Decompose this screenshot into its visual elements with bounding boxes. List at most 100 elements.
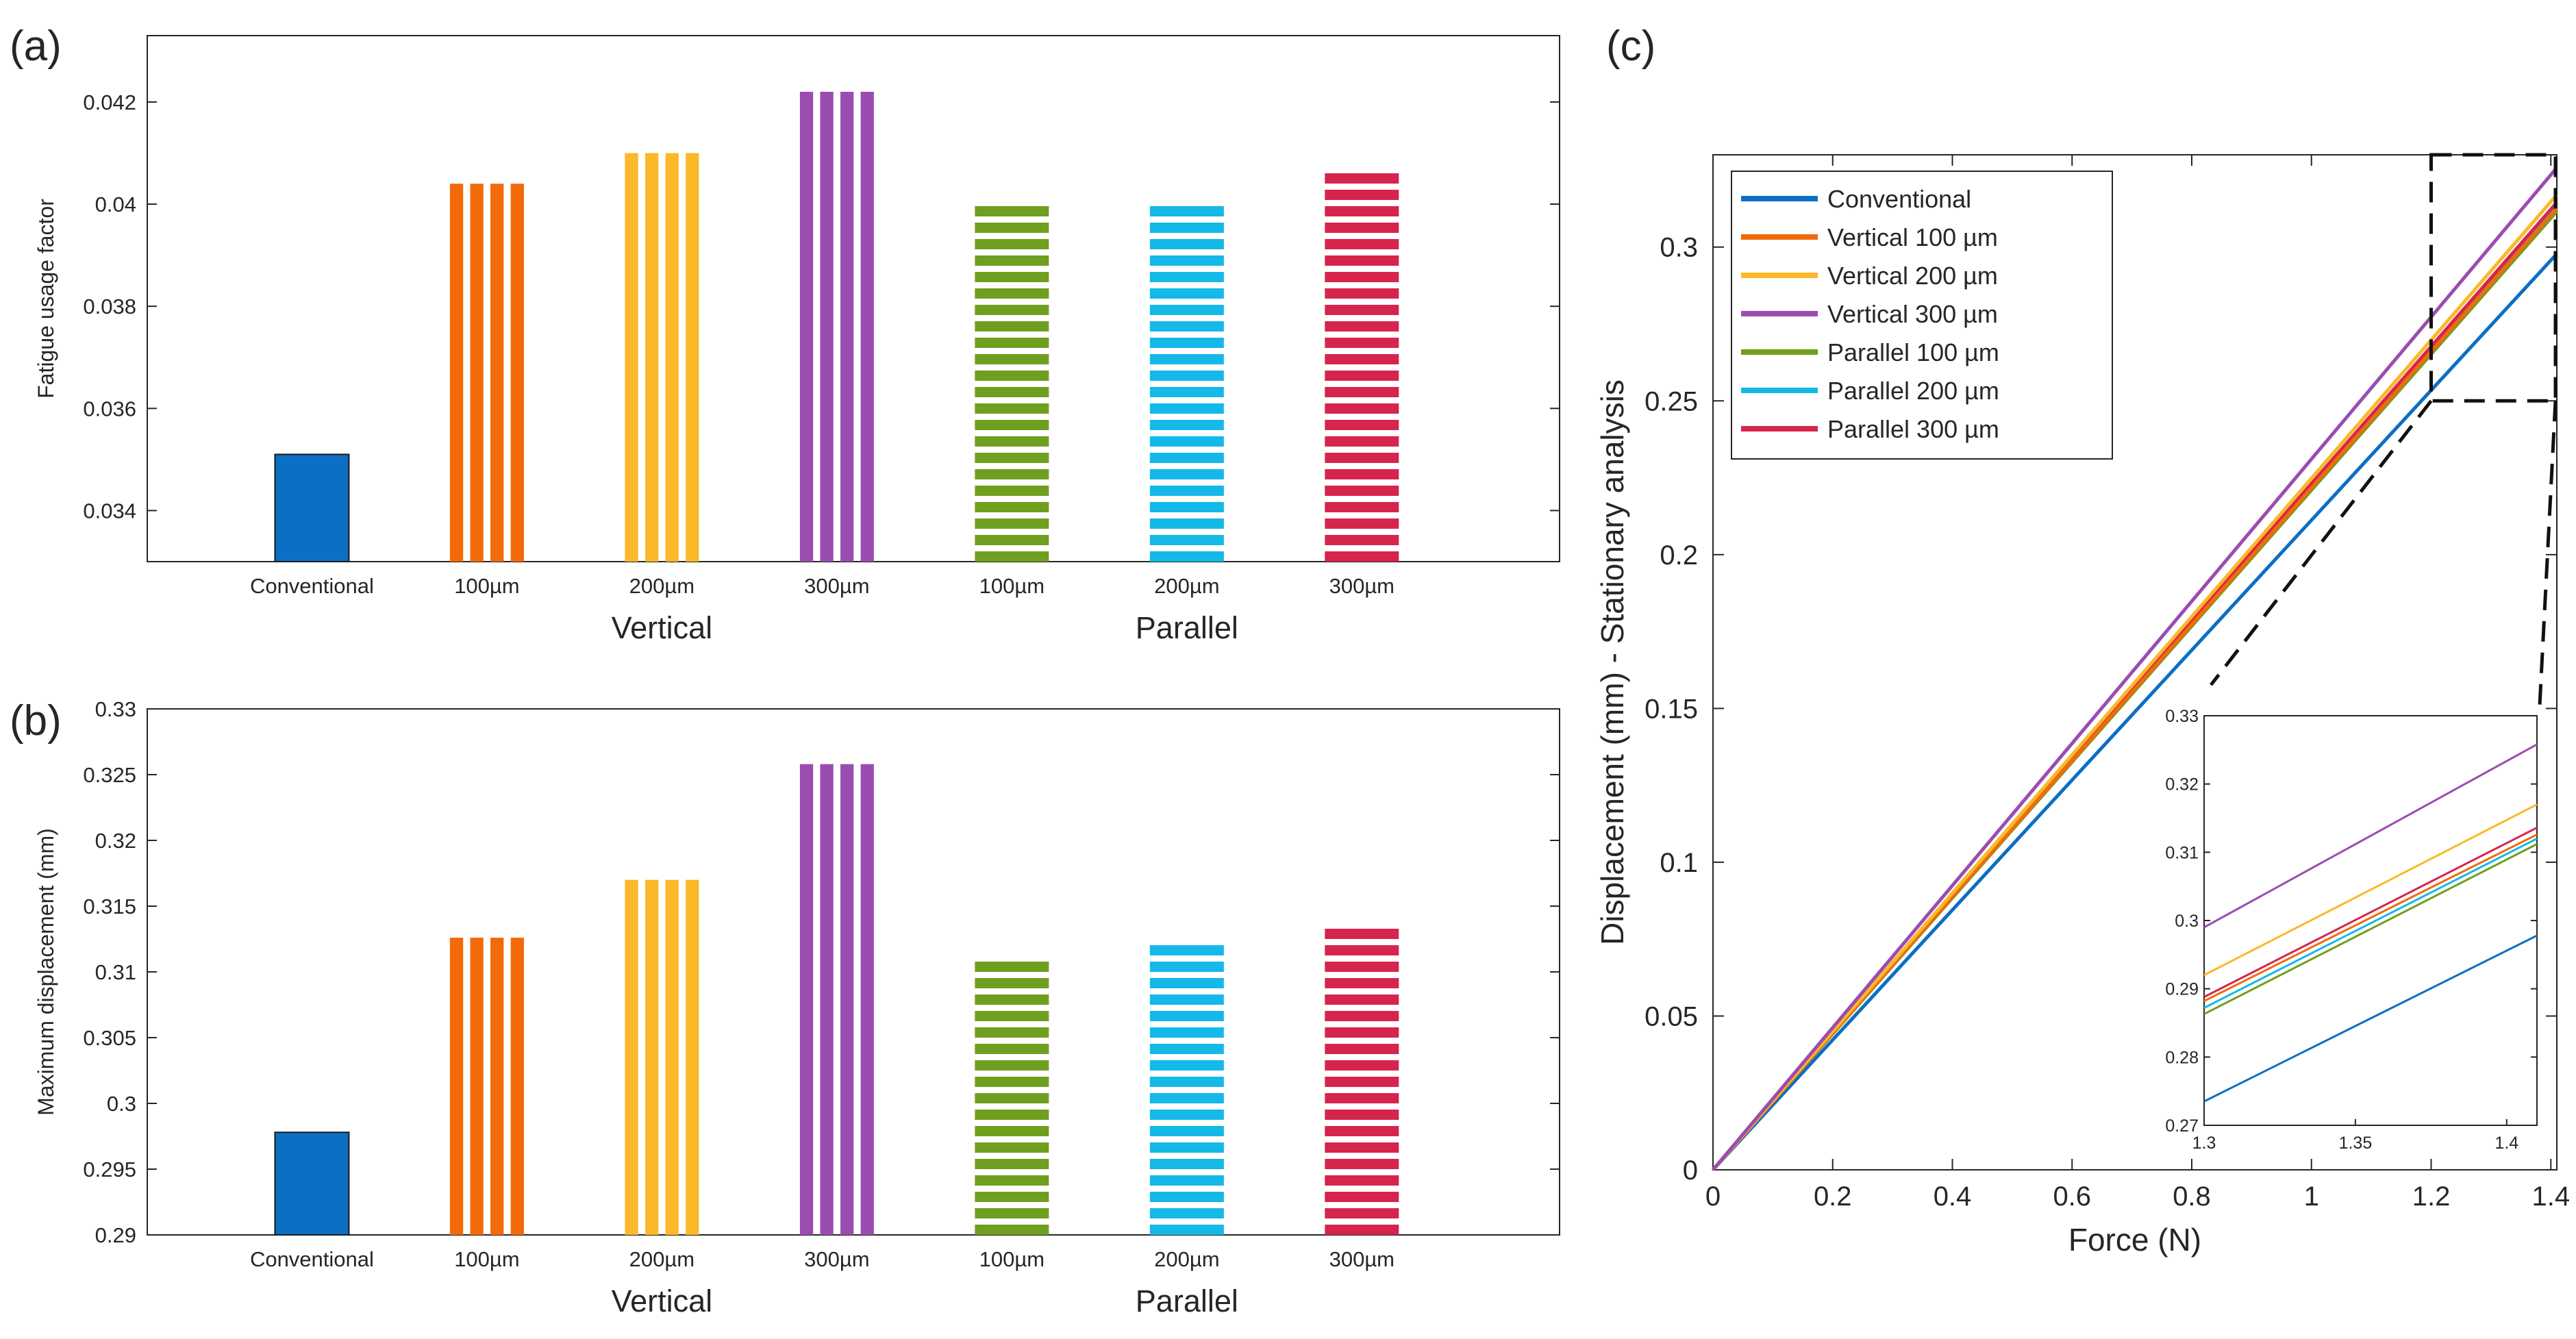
bar-stripe [1149, 305, 1224, 315]
bar-stripe [975, 1225, 1049, 1235]
y-tick-label: 0.3 [1660, 233, 1698, 263]
inset-frame [2203, 715, 2538, 1126]
bar-parallel-300um [1325, 173, 1399, 562]
panel-c-force-displacement-chart: 0 0.2 0.4 0.6 0.8 1 1.2 1.4 0 0.05 0.1 0.15 0.2 0.25 0… [1595, 23, 2570, 1257]
bar-stripe [975, 535, 1049, 545]
bar-stripe [975, 1077, 1049, 1087]
bar-stripe [1149, 288, 1224, 299]
bar-stripe [1325, 255, 1399, 266]
bar-stripe [975, 1027, 1049, 1038]
bar-stripe [799, 764, 814, 1235]
x-tick-label: 0.8 [2173, 1181, 2211, 1212]
bar-stripe [975, 486, 1049, 496]
legend-entry: Parallel 300 µm [1827, 415, 1999, 443]
bar-stripe [975, 1060, 1049, 1071]
y-tick-label: 0.3 [107, 1092, 136, 1116]
bar-stripe [1325, 173, 1399, 184]
x-tick-label: 0.2 [1814, 1181, 1852, 1212]
y-tick-label: 0.034 [83, 499, 136, 523]
x-tick-label: 0.6 [2053, 1181, 2091, 1212]
x-tick-label: Conventional [250, 574, 374, 598]
bar-stripe [1149, 321, 1224, 331]
x-tick-label: 0 [1705, 1181, 1721, 1212]
zoom-region-box [2429, 153, 2558, 403]
legend-entry: Vertical 100 µm [1827, 223, 1998, 251]
bar-conventional [274, 453, 350, 562]
bar-stripe [686, 153, 699, 562]
bar-fill [274, 453, 350, 562]
bar-stripe [1325, 206, 1399, 216]
bar-stripe [1149, 1126, 1224, 1136]
bar-stripe [1149, 1208, 1224, 1218]
bar-stripe [490, 184, 504, 562]
x-tick-label: 100µm [979, 574, 1045, 598]
bar-stripe [1325, 420, 1399, 430]
bar-stripe [1325, 1208, 1399, 1218]
bar-stripe [975, 518, 1049, 529]
legend: Conventional Vertical 100 µm Vertical 200 … [1731, 171, 2113, 460]
bar-stripe [1149, 239, 1224, 249]
bar-stripe [645, 153, 659, 562]
bar-conventional [274, 1131, 350, 1236]
x-tick-label: 200µm [1154, 574, 1219, 598]
bar-stripe [1325, 469, 1399, 479]
bar-stripe [975, 239, 1049, 249]
bar-stripe [1325, 1142, 1399, 1153]
x-tick-label: 0.4 [1934, 1181, 1972, 1212]
x-tick-label: 200µm [629, 574, 695, 598]
bar-stripe [975, 1208, 1049, 1218]
bar-stripe [1149, 387, 1224, 397]
bar-stripe [1325, 1110, 1399, 1120]
bar-stripe [1325, 1044, 1399, 1054]
bar-stripe [1149, 1175, 1224, 1186]
x-axis-label: Force (N) [2068, 1222, 2201, 1257]
y-axis-label: Fatigue usage factor [34, 199, 58, 399]
bar-stripe [625, 879, 638, 1235]
inset-series-line [2203, 838, 2538, 1009]
bar-stripe [1325, 1192, 1399, 1202]
y-tick-label: 0.32 [95, 829, 136, 853]
bar-vertical-200um [625, 153, 699, 562]
panel-a-fatigue-chart: 0.034 0.036 0.038 0.04 0.042 Fatigue usage fa… [10, 23, 1560, 645]
bar-stripe [1325, 387, 1399, 397]
bar-stripe [975, 994, 1049, 1005]
bar-stripe [665, 879, 679, 1235]
bar-stripe [510, 184, 524, 562]
bar-stripe [1325, 1077, 1399, 1087]
bar-stripe [1149, 962, 1224, 972]
bar-stripe [1325, 1159, 1399, 1169]
inset-x-tick-label: 1.3 [2192, 1134, 2216, 1153]
bar-stripe [975, 1159, 1049, 1169]
bar-vertical-300um [799, 764, 874, 1235]
bar-stripe [975, 453, 1049, 463]
bar-stripe [975, 469, 1049, 479]
y-axis-label: Maximum displacement (mm) [34, 828, 58, 1116]
bar-stripe [1325, 535, 1399, 545]
bar-vertical-300um [799, 92, 874, 562]
inset-y-tick-label: 0.3 [2175, 912, 2199, 931]
y-tick-label: 0 [1683, 1155, 1698, 1186]
bar-stripe [975, 1142, 1049, 1153]
inset-y-tick-label: 0.31 [2165, 843, 2199, 862]
bar-stripe [1149, 1159, 1224, 1169]
x-tick-label: 100µm [454, 574, 519, 598]
bar-stripe [686, 879, 699, 1235]
bar-stripe [1149, 486, 1224, 496]
bar-stripe [840, 764, 854, 1235]
x-tick-label: 1 [2304, 1181, 2319, 1212]
panel-label: (b) [10, 697, 62, 744]
bar-stripe [975, 255, 1049, 266]
bar-stripe [1325, 403, 1399, 414]
bar-stripe [975, 1044, 1049, 1054]
bar-stripe [1325, 1175, 1399, 1186]
bar-stripe [1325, 190, 1399, 200]
bar-stripe [1325, 551, 1399, 562]
bar-stripe [625, 153, 638, 562]
bar-stripe [1325, 1060, 1399, 1071]
x-tick-label: 300µm [804, 1247, 869, 1271]
y-axis-label: Displacement (mm) - Stationary analysis [1595, 379, 1630, 945]
zoom-connector-right [2538, 401, 2558, 706]
bar-stripe [1149, 420, 1224, 430]
group-label-parallel: Parallel [1136, 1284, 1238, 1318]
